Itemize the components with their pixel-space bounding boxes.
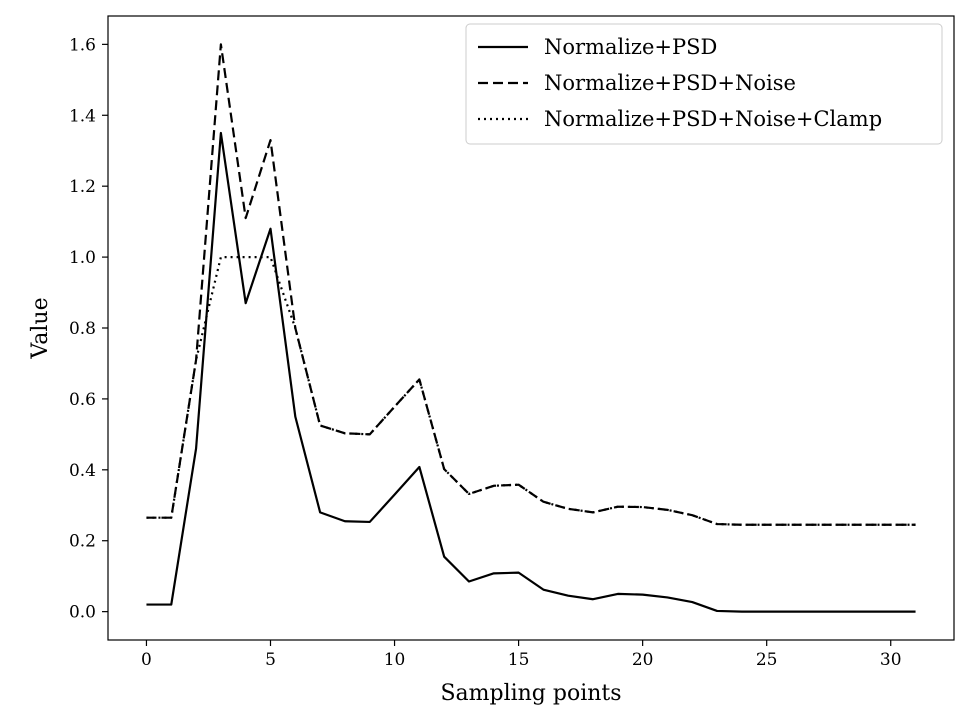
x-tick-label-5: 25 xyxy=(756,650,778,670)
legend-box xyxy=(465,23,943,145)
series-line-2 xyxy=(146,255,916,526)
x-axis: 0 5 10 15 20 25 30 xyxy=(141,640,902,670)
y-tick-label-0: 0.0 xyxy=(69,603,96,623)
x-tick-label-1: 5 xyxy=(265,650,276,670)
legend: Normalize+PSD Normalize+PSD+Noise Normal… xyxy=(465,23,943,145)
x-tick-label-4: 20 xyxy=(632,650,654,670)
legend-label-normalize-psd-noise: Normalize+PSD+Noise xyxy=(544,71,796,95)
series-layer xyxy=(146,43,916,613)
x-tick-label-6: 30 xyxy=(880,650,902,670)
series-line-0 xyxy=(146,131,916,613)
legend-label-normalize-psd: Normalize+PSD xyxy=(544,35,717,59)
y-tick-label-2: 0.4 xyxy=(69,461,96,481)
y-tick-label-5: 1.0 xyxy=(69,248,96,268)
legend-label-normalize-psd-noise-clamp: Normalize+PSD+Noise+Clamp xyxy=(544,107,882,131)
x-tick-label-3: 15 xyxy=(508,650,530,670)
y-axis: 0.0 0.2 0.4 0.6 0.8 1.0 1.2 1.4 1.6 xyxy=(69,35,108,623)
x-tick-label-2: 10 xyxy=(384,650,406,670)
y-axis-label: Value xyxy=(28,297,53,359)
x-axis-label: Sampling points xyxy=(440,681,621,706)
y-tick-label-3: 0.6 xyxy=(69,390,96,410)
y-tick-label-1: 0.2 xyxy=(69,532,96,552)
y-tick-label-7: 1.4 xyxy=(69,106,96,126)
y-tick-label-8: 1.6 xyxy=(69,35,96,55)
y-tick-label-6: 1.2 xyxy=(69,177,96,197)
y-tick-label-4: 0.8 xyxy=(69,319,96,339)
x-tick-label-0: 0 xyxy=(141,650,152,670)
